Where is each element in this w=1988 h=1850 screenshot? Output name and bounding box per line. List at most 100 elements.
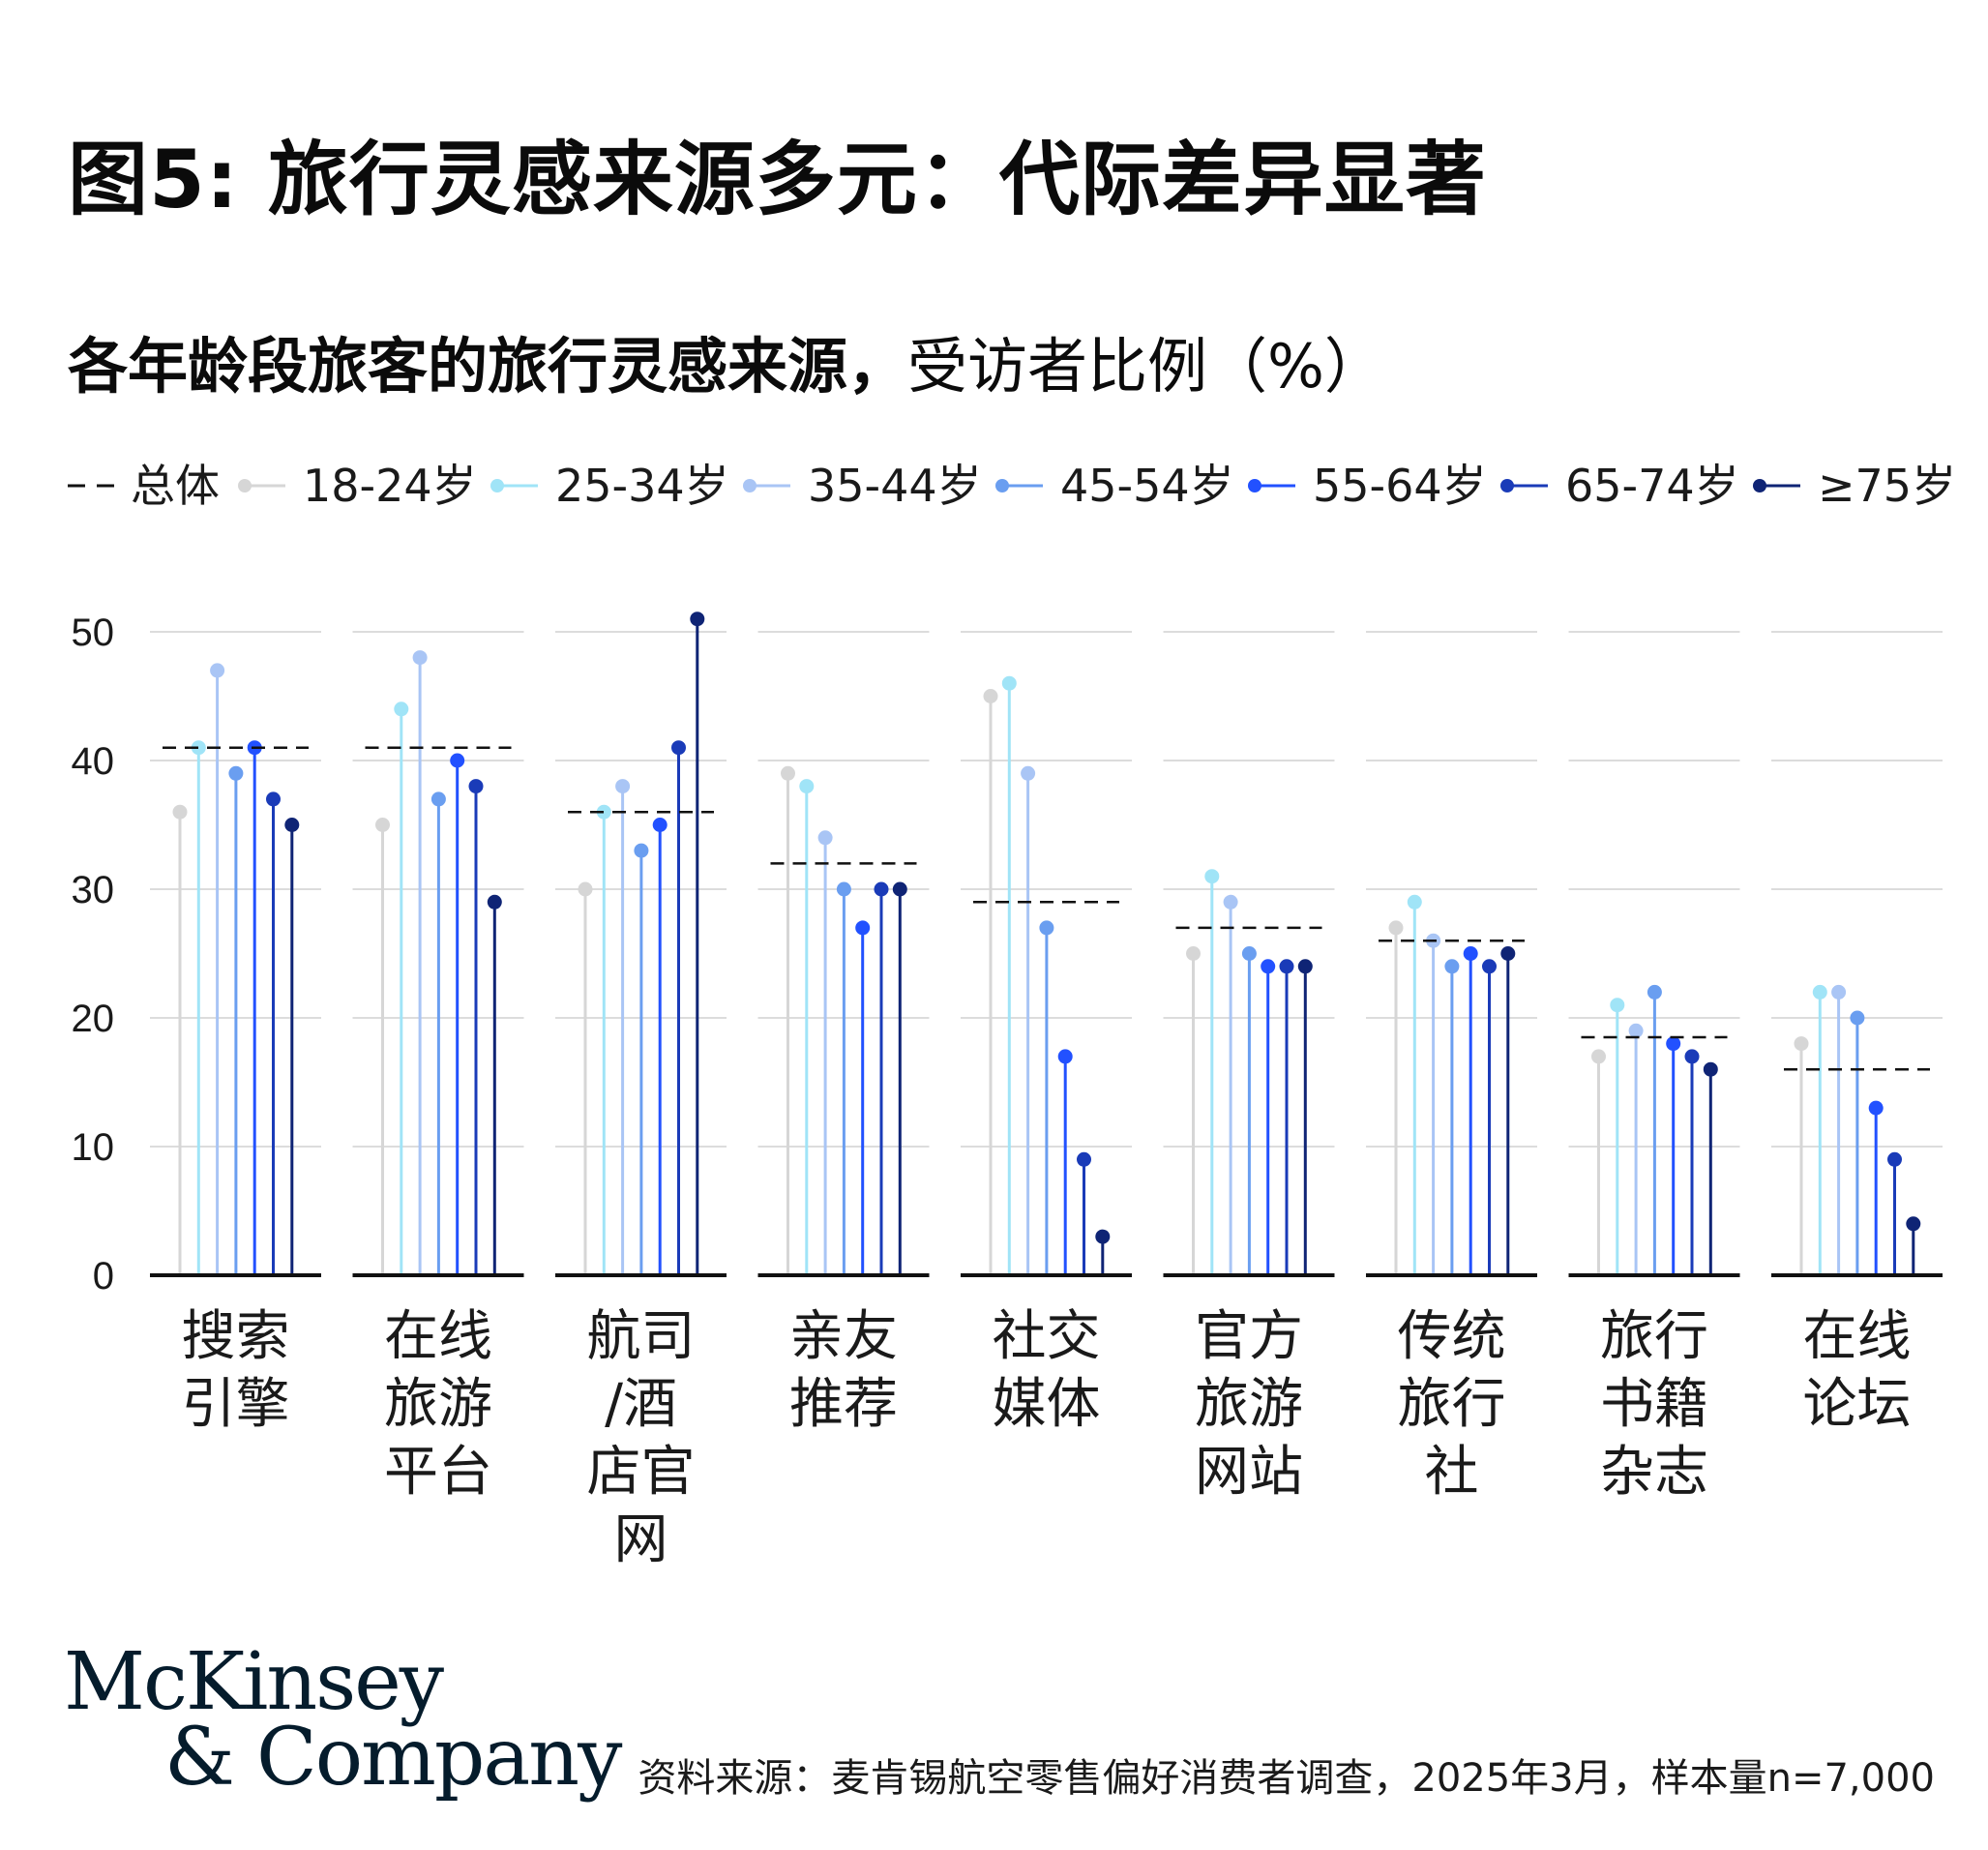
chart-subtitle: 各年龄段旅客的旅行灵感来源，受访者比例（%） — [68, 317, 1384, 404]
category-label: 店官 — [587, 1441, 696, 1504]
lollipop-dot — [874, 881, 889, 897]
category-label: 官方 — [1195, 1305, 1303, 1368]
category-label: 传统 — [1398, 1305, 1506, 1368]
lollipop-dot — [172, 804, 188, 820]
category-label: 平台 — [384, 1441, 492, 1504]
lollipop-dot — [1407, 894, 1422, 910]
lollipop-dot — [1039, 920, 1054, 936]
y-tick-label: 50 — [72, 612, 115, 654]
category-group — [770, 765, 917, 1275]
category-group — [973, 675, 1119, 1275]
category-label: /酒 — [605, 1373, 677, 1436]
category-label: 在线 — [1803, 1305, 1912, 1368]
lollipop-dot — [596, 804, 611, 820]
chart-legend: 总体 18-24岁 25-34岁 35-44岁 45-54岁 55-64岁 65-74岁 ≥7… — [68, 460, 1956, 512]
category-label: 旅行 — [1398, 1373, 1506, 1436]
category-label: 推荐 — [789, 1373, 898, 1436]
lollipop-dot — [799, 779, 815, 794]
lollipop-dot — [690, 612, 705, 627]
subtitle-main: 各年龄段旅客的旅行灵感来源， — [68, 331, 908, 402]
lollipop-dot — [1850, 1010, 1865, 1026]
category-label: 社 — [1425, 1441, 1479, 1504]
lollipop-dot — [1077, 1151, 1091, 1167]
lollipop-dot — [634, 843, 649, 858]
logo-line-1: McKinsey — [64, 1636, 444, 1728]
lollipop-dot — [1684, 1049, 1700, 1064]
category-label: 亲友 — [789, 1305, 898, 1368]
lollipop-dot — [892, 881, 907, 897]
lollipop-dot — [1057, 1049, 1073, 1064]
lollipop-dot — [487, 894, 502, 910]
lollipop-dot — [836, 881, 851, 897]
y-tick-label: 20 — [72, 998, 115, 1040]
lollipop-dot — [228, 765, 244, 781]
category-label: 网 — [614, 1508, 668, 1571]
lollipop-dot — [1906, 1216, 1921, 1232]
category-group — [1175, 869, 1322, 1275]
category-label: 旅游 — [384, 1373, 492, 1436]
lollipop-dot — [1261, 959, 1276, 974]
lollipop-dot — [1831, 984, 1847, 1000]
lollipop-dot — [412, 650, 428, 666]
lollipop-dot — [1591, 1049, 1606, 1064]
lollipop-dot — [394, 701, 409, 717]
x-axis: 搜索引擎在线旅游平台航司/酒店官网亲友推荐社交媒体官方旅游网站传统旅行社旅行书籍… — [150, 1273, 1943, 1571]
legend-series-label: 25-34岁 — [555, 460, 729, 512]
lollipop-dot — [1500, 946, 1516, 961]
lollipop-dot — [1444, 959, 1460, 974]
lollipop-dot — [1794, 1036, 1809, 1052]
category-group — [365, 650, 512, 1275]
category-group — [1581, 984, 1728, 1275]
lollipop-dot — [210, 663, 225, 678]
lollipop-dot — [191, 740, 206, 756]
category-label: 引擎 — [182, 1373, 290, 1436]
subtitle-unit: 受访者比例（%） — [907, 331, 1384, 402]
category-label: 杂志 — [1600, 1441, 1708, 1504]
lollipop-dot — [430, 791, 446, 807]
lollipop-dot — [1297, 959, 1313, 974]
lollipop-dot — [671, 740, 686, 756]
category-label: 旅游 — [1195, 1373, 1303, 1436]
legend-series-label: ≥75岁 — [1818, 460, 1956, 512]
lollipop-dot — [1666, 1036, 1681, 1052]
lollipop-dot — [1279, 959, 1294, 974]
category-label: 旅行 — [1600, 1305, 1708, 1368]
lollipop-dot — [855, 920, 871, 936]
lollipop-dot — [652, 818, 668, 832]
lollipop-dot — [1812, 984, 1827, 1000]
lollipop-dot — [266, 791, 281, 807]
category-group — [1379, 894, 1525, 1275]
category-group — [163, 663, 309, 1275]
category-label: 网站 — [1195, 1441, 1303, 1504]
lollipop-dot — [1887, 1151, 1902, 1167]
y-tick-label: 10 — [72, 1126, 115, 1169]
lollipop-dot — [1463, 946, 1478, 961]
lollipop-dot — [468, 779, 484, 794]
lollipop-dot — [817, 830, 833, 846]
lollipop-dot — [615, 779, 631, 794]
legend-series-label: 45-54岁 — [1060, 460, 1234, 512]
lollipop-dot — [1186, 946, 1201, 961]
lollipop-dot — [1021, 765, 1036, 781]
lollipop-dot — [284, 818, 300, 832]
category-label: 搜索 — [182, 1305, 290, 1368]
lollipop-dot — [1482, 959, 1497, 974]
legend-series-label: 55-64岁 — [1313, 460, 1487, 512]
category-group — [1784, 984, 1930, 1275]
y-axis: 0 10 20 30 40 50 — [72, 612, 115, 1298]
legend-overall-label: 总体 — [131, 460, 220, 512]
category-label: 论坛 — [1803, 1373, 1912, 1436]
category-group — [568, 612, 714, 1275]
plot-area — [163, 612, 1930, 1275]
category-label: 媒体 — [993, 1373, 1101, 1436]
y-tick-label: 40 — [72, 740, 115, 783]
lollipop-dot — [1204, 869, 1220, 884]
lollipop-dot — [1223, 894, 1238, 910]
lollipop-dot — [578, 881, 593, 897]
legend-series-label: 18-24岁 — [303, 460, 477, 512]
category-label: 航司 — [587, 1305, 696, 1368]
category-label: 书籍 — [1600, 1373, 1708, 1436]
lollipop-dot — [1241, 946, 1257, 961]
y-tick-label: 0 — [93, 1255, 114, 1298]
